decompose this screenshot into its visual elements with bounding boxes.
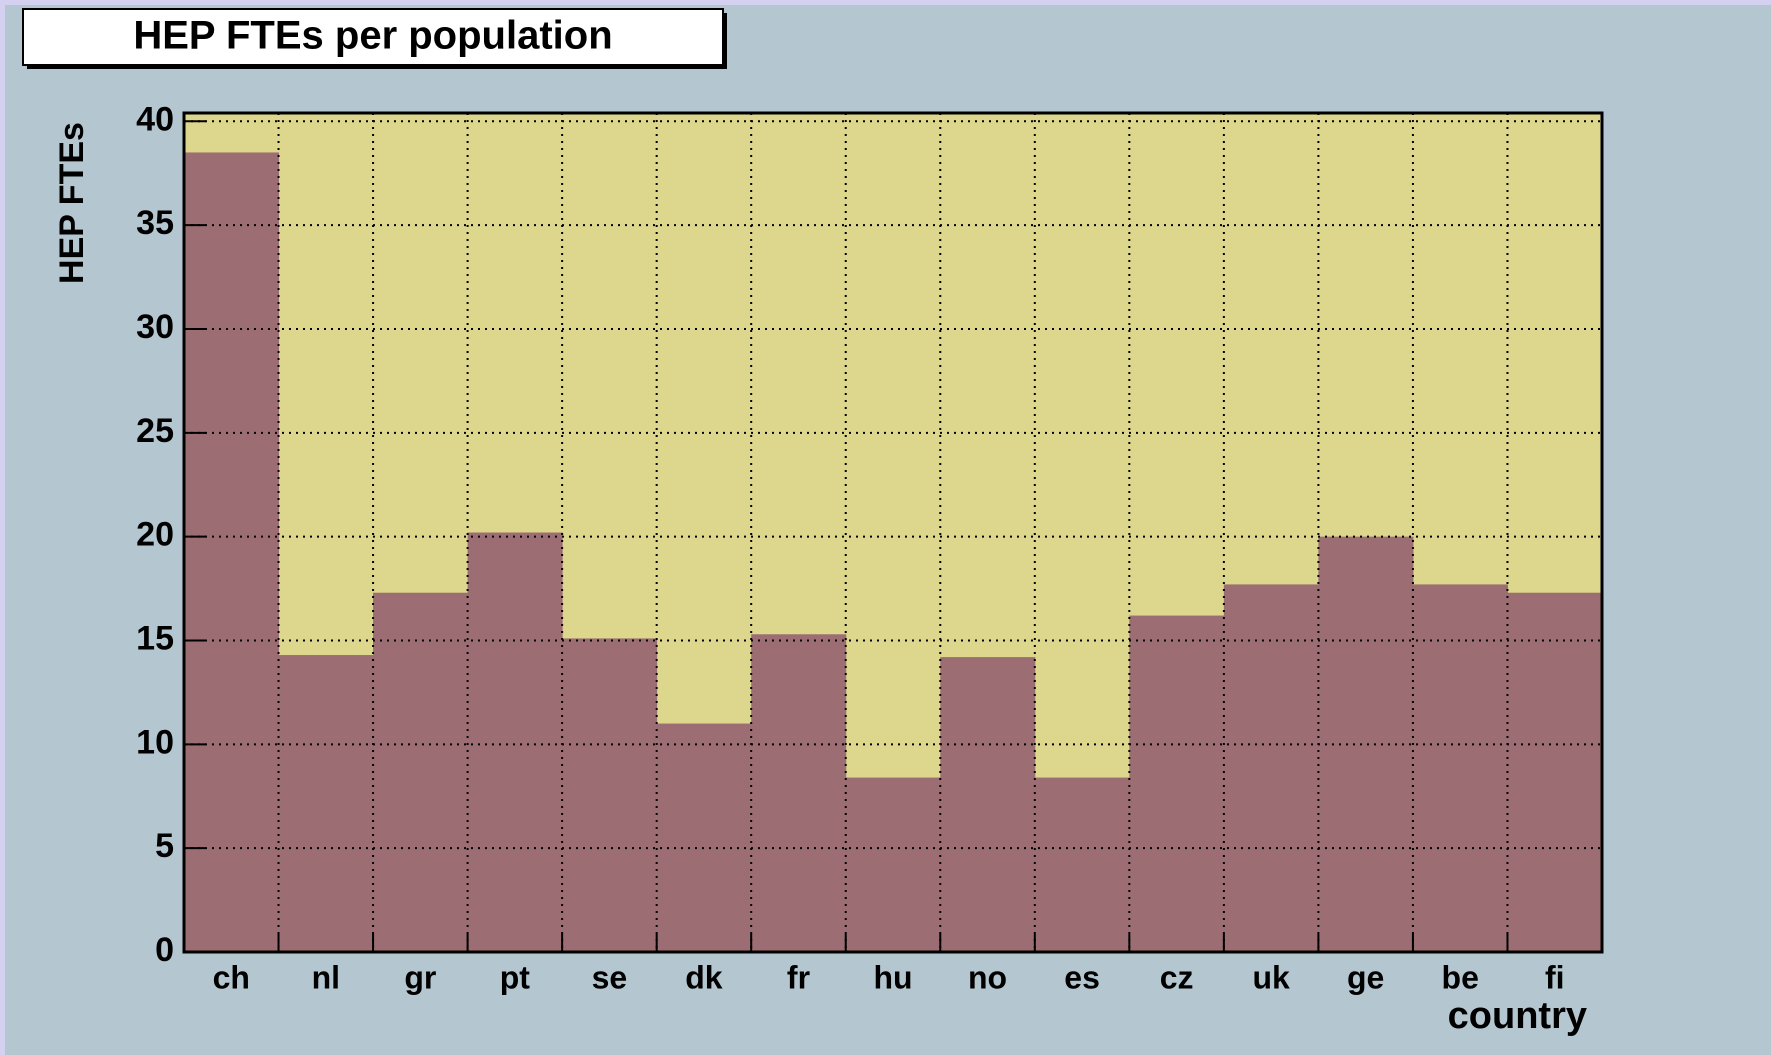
x-tick-label: hu — [873, 959, 912, 995]
title-box — [22, 8, 724, 66]
x-tick-label: pt — [500, 959, 531, 995]
x-tick-label: no — [968, 959, 1007, 995]
bar — [751, 634, 847, 952]
bar — [940, 657, 1036, 952]
x-tick-label: dk — [685, 959, 723, 995]
y-tick-label: 5 — [155, 827, 174, 865]
bar — [1034, 777, 1130, 952]
y-tick-label: 25 — [136, 412, 174, 450]
bar — [278, 655, 374, 952]
bar — [1223, 584, 1319, 952]
bar — [845, 777, 941, 952]
bar — [1507, 592, 1603, 952]
bar — [562, 638, 658, 952]
plot-frame — [182, 111, 1604, 954]
y-tick-label: 40 — [136, 100, 174, 138]
x-tick-label: fi — [1545, 959, 1565, 995]
bar — [467, 532, 563, 952]
bar — [184, 152, 280, 953]
y-axis-title: HEP FTEs — [53, 122, 91, 284]
x-tick-label: es — [1064, 959, 1100, 995]
x-tick-label: nl — [312, 959, 340, 995]
chart-title: HEP FTEs per population — [133, 14, 612, 58]
bar — [1412, 584, 1508, 952]
x-tick-label: se — [592, 959, 628, 995]
y-tick-label: 20 — [136, 516, 174, 554]
x-tick-label: ch — [213, 959, 250, 995]
frame-top — [0, 0, 1771, 5]
bar — [1129, 615, 1225, 952]
x-axis-title: country — [1448, 995, 1587, 1037]
bar — [373, 592, 469, 952]
y-tick-label: 30 — [136, 308, 174, 346]
x-tick-label: fr — [787, 959, 810, 995]
bar — [656, 723, 752, 952]
y-tick-label: 15 — [136, 619, 174, 657]
bar — [1318, 536, 1414, 952]
y-tick-label: 0 — [155, 931, 174, 969]
x-tick-label: be — [1442, 959, 1479, 995]
y-tick-label: 10 — [136, 723, 174, 761]
x-tick-label: gr — [404, 959, 436, 995]
frame-left — [0, 0, 5, 1055]
x-tick-label: cz — [1160, 959, 1194, 995]
y-tick-label: 35 — [136, 204, 174, 242]
x-tick-label: uk — [1252, 959, 1290, 995]
x-tick-label: ge — [1347, 959, 1384, 995]
